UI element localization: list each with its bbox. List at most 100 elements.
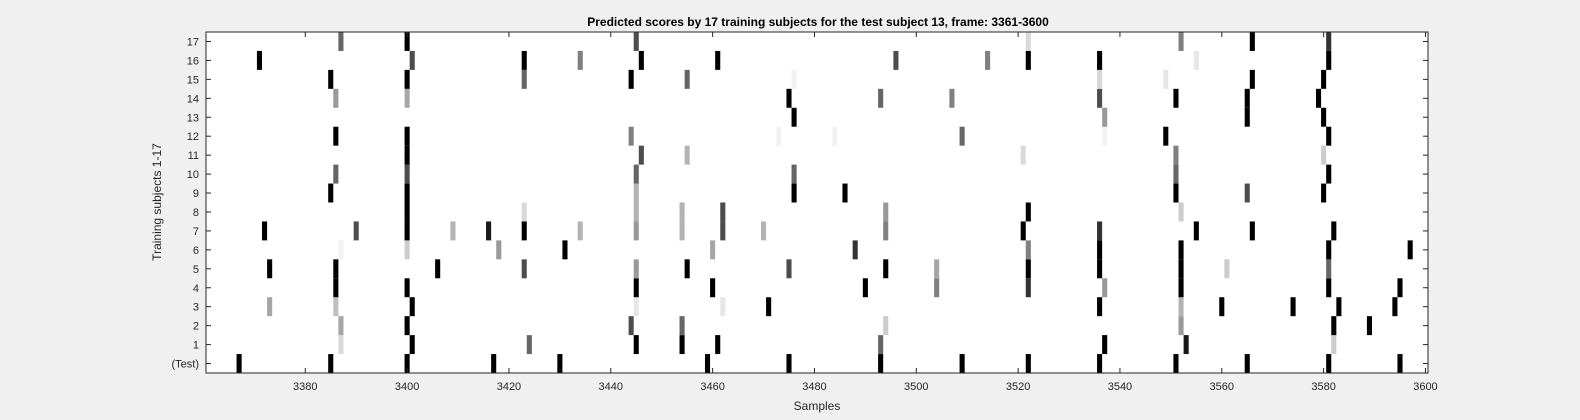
- heatmap-cell: [236, 354, 242, 373]
- heatmap-cell: [786, 259, 792, 279]
- heatmap-cell: [878, 335, 884, 355]
- heatmap-cell: [1173, 354, 1179, 373]
- heatmap-cell: [791, 69, 797, 89]
- heatmap-cell: [684, 145, 690, 165]
- heatmap-cell: [338, 335, 344, 355]
- heatmap-cell: [1244, 88, 1250, 108]
- heatmap-cell: [776, 126, 782, 146]
- heatmap-cell: [1321, 183, 1327, 203]
- heatmap-cell: [1397, 278, 1403, 298]
- heatmap-cell: [638, 50, 644, 70]
- heatmap-cell: [1331, 316, 1337, 336]
- heatmap-cell: [633, 183, 639, 203]
- heatmap-cell: [404, 354, 410, 373]
- heatmap-cell: [720, 221, 726, 241]
- heatmap-cell: [328, 354, 334, 373]
- x-tick-label: 3560: [1210, 381, 1234, 393]
- y-tick-label: 12: [187, 131, 199, 143]
- heatmap-cell: [353, 221, 359, 241]
- heatmap-cell: [1326, 126, 1332, 146]
- heatmap-cell: [720, 297, 726, 317]
- heatmap-cell: [1102, 335, 1108, 355]
- heatmap-cell: [1326, 354, 1332, 373]
- heatmap-cell: [328, 183, 334, 203]
- heatmap-cell: [1178, 202, 1184, 222]
- heatmap-cell: [883, 221, 889, 241]
- heatmap-cell: [333, 164, 339, 184]
- heatmap-cell: [791, 107, 797, 127]
- heatmap-cell: [404, 32, 410, 51]
- heatmap-cell: [1025, 354, 1031, 373]
- heatmap-cell: [949, 88, 955, 108]
- heatmap-cell: [1366, 316, 1372, 336]
- heatmap-cell: [1173, 145, 1179, 165]
- heatmap-cell: [852, 240, 858, 260]
- heatmap-cell: [1178, 297, 1184, 317]
- heatmap-cell: [715, 50, 721, 70]
- y-tick-label: 5: [193, 264, 199, 276]
- heatmap-cell: [1097, 69, 1103, 89]
- heatmap-cell: [521, 221, 527, 241]
- y-tick-label: (Test): [172, 359, 200, 371]
- heatmap-cell: [786, 354, 792, 373]
- heatmap-cell: [404, 183, 410, 203]
- heatmap-cell: [1249, 32, 1255, 51]
- y-axis-label: Training subjects 1-17: [150, 143, 164, 261]
- heatmap-cell: [1025, 202, 1031, 222]
- heatmap-cell: [404, 145, 410, 165]
- heatmap-cell: [959, 354, 965, 373]
- heatmap-cell: [521, 202, 527, 222]
- heatmap-cell: [679, 335, 685, 355]
- heatmap-cell: [450, 221, 456, 241]
- heatmap-cell: [684, 69, 690, 89]
- heatmap-cell: [628, 316, 634, 336]
- heatmap-cell: [1163, 69, 1169, 89]
- heatmap-cell: [333, 88, 339, 108]
- heatmap-cell: [1224, 259, 1230, 279]
- heatmap-cell: [1326, 240, 1332, 260]
- heatmap-cell: [760, 221, 767, 241]
- heatmap-cell: [577, 50, 583, 70]
- heatmap-cell: [1244, 354, 1250, 373]
- heatmap-cell: [328, 69, 334, 89]
- heatmap-cell: [883, 202, 889, 222]
- heatmap-cell: [562, 240, 568, 260]
- heatmap-cell: [1193, 221, 1199, 241]
- heatmap-cell: [791, 183, 797, 203]
- heatmap-cell: [1321, 69, 1327, 89]
- heatmap-cell: [633, 259, 639, 279]
- heatmap-cell: [1178, 259, 1184, 279]
- heatmap-cell: [267, 259, 273, 279]
- heatmap-cell: [526, 335, 532, 355]
- heatmap-cell: [1025, 50, 1031, 70]
- heatmap-cell: [633, 297, 639, 317]
- heatmap-cell: [1219, 297, 1225, 317]
- heatmap-cell: [1102, 107, 1108, 127]
- heatmap-cell: [1102, 126, 1108, 146]
- heatmap-cell: [638, 145, 644, 165]
- y-tick-label: 11: [188, 150, 199, 162]
- heatmap-cell: [1249, 69, 1255, 89]
- x-tick-label: 3400: [395, 381, 419, 393]
- chart-title: Predicted scores by 17 training subjects…: [587, 15, 1049, 29]
- heatmap-cell: [1097, 297, 1103, 317]
- heatmap-cell: [1178, 278, 1184, 298]
- heatmap-cell: [934, 278, 940, 298]
- heatmap-cell: [404, 221, 410, 241]
- heatmap-cell: [710, 278, 716, 298]
- heatmap-cell: [435, 259, 441, 279]
- heatmap-cell: [862, 278, 868, 298]
- heatmap-cell: [267, 297, 273, 317]
- heatmap-cell: [704, 354, 711, 373]
- x-tick-label: 3520: [1006, 381, 1030, 393]
- heatmap-cell: [496, 240, 502, 260]
- x-tick-label: 3580: [1311, 381, 1335, 393]
- heatmap-cell: [1097, 221, 1103, 241]
- heatmap-cell: [633, 335, 639, 355]
- heatmap-cell: [766, 297, 772, 317]
- x-axis-label: Samples: [794, 399, 841, 413]
- heatmap-cell: [684, 259, 690, 279]
- heatmap-cell: [338, 316, 344, 336]
- heatmap-cell: [633, 202, 639, 222]
